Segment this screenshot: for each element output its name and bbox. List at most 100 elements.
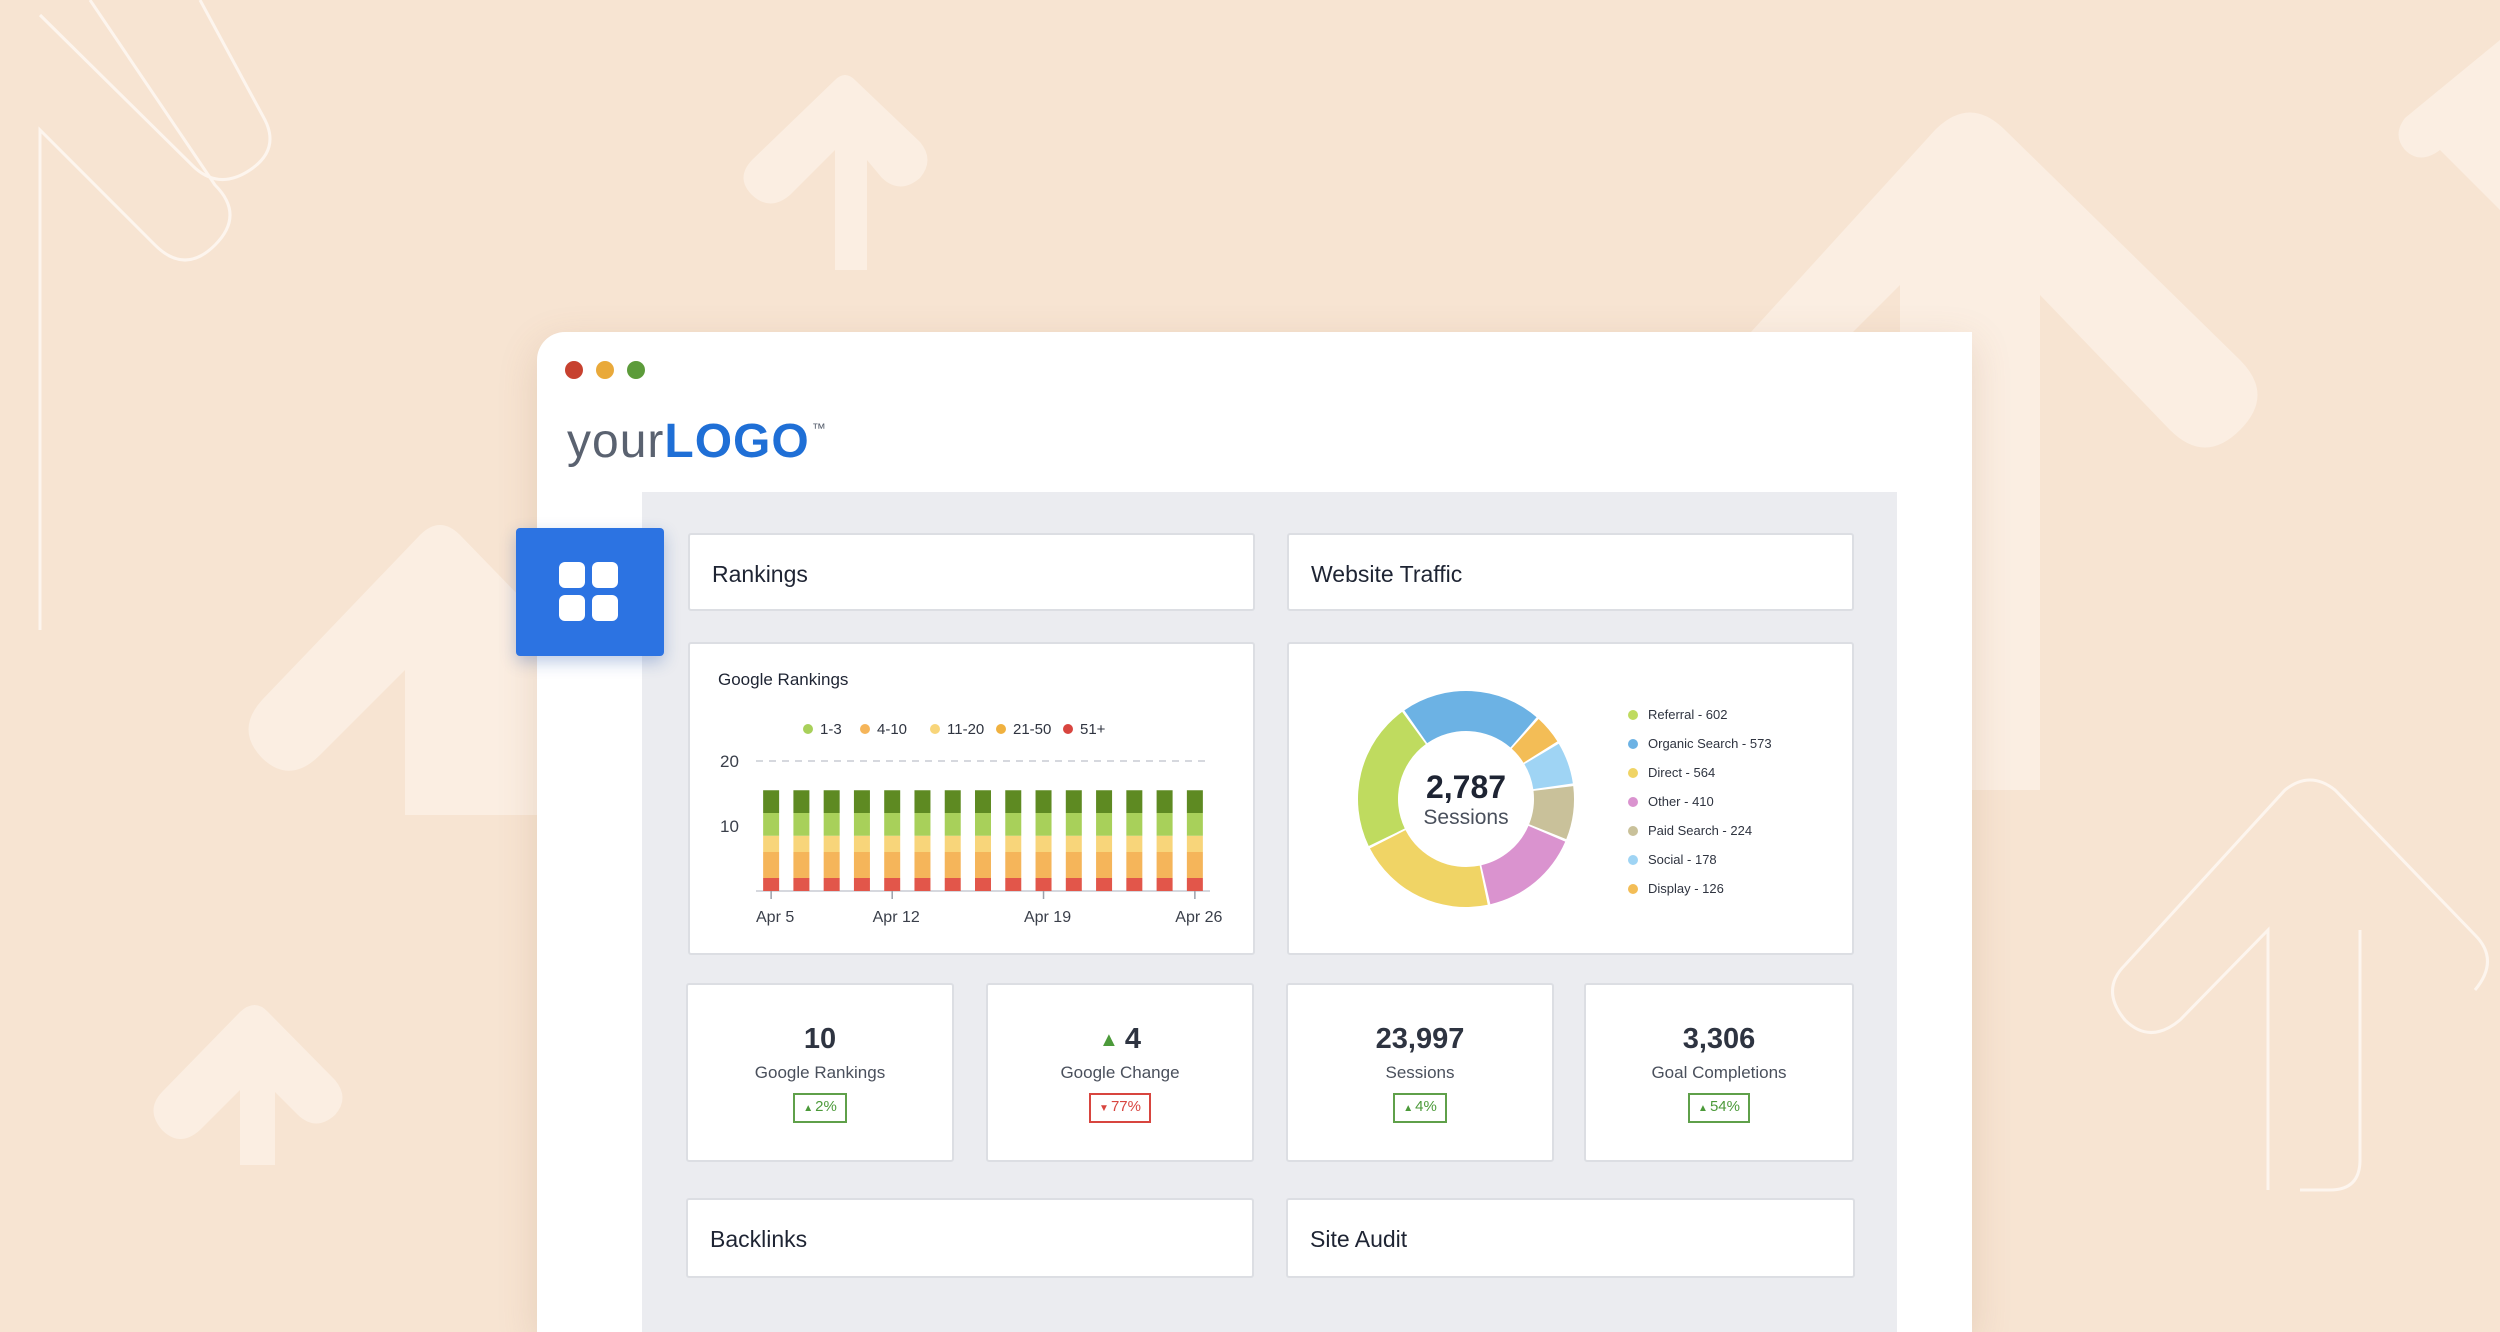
grid-icon — [592, 595, 618, 621]
stat-label: Goal Completions — [1586, 1063, 1852, 1083]
stat-label: Google Change — [988, 1063, 1252, 1083]
legend-label: Paid Search - 224 — [1648, 823, 1752, 838]
bar-segment — [1036, 878, 1052, 891]
triangle-down-icon: ▼ — [1099, 1103, 1109, 1114]
bar-segment — [1187, 836, 1203, 852]
bar-segment — [1066, 790, 1082, 813]
arrow-icon — [744, 75, 928, 270]
legend-item: 4-10 — [860, 721, 907, 738]
bar-segment — [914, 790, 930, 813]
bar-segment — [1157, 836, 1173, 852]
bar-segment — [763, 852, 779, 878]
donut-slice[interactable] — [1481, 826, 1565, 904]
legend-item: Display - 126 — [1628, 881, 1724, 896]
legend-label: Referral - 602 — [1648, 707, 1727, 722]
bar-segment — [1066, 852, 1082, 878]
bar-segment — [1126, 790, 1142, 813]
legend-swatch — [1628, 826, 1638, 836]
change-badge: ▲54% — [1688, 1093, 1750, 1123]
bar-segment — [1096, 878, 1112, 891]
bar-segment — [793, 836, 809, 852]
legend-item: Paid Search - 224 — [1628, 823, 1752, 838]
section-backlinks[interactable]: Backlinks — [686, 1198, 1254, 1278]
arrow-outline-icon — [40, 0, 230, 630]
stat-card-sessions[interactable]: 23,997 Sessions ▲4% — [1286, 983, 1554, 1162]
section-website-traffic[interactable]: Website Traffic — [1287, 533, 1854, 611]
stat-card-google-rankings[interactable]: 10 Google Rankings ▲2% — [686, 983, 954, 1162]
window-maximize-button[interactable] — [627, 361, 645, 379]
bar-segment — [854, 836, 870, 852]
bar-segment — [854, 790, 870, 813]
section-site-audit[interactable]: Site Audit — [1286, 1198, 1855, 1278]
change-value: 77% — [1111, 1098, 1141, 1115]
bar-segment — [975, 836, 991, 852]
bar-segment — [854, 878, 870, 891]
legend-swatch — [1628, 855, 1638, 865]
window-minimize-button[interactable] — [596, 361, 614, 379]
section-rankings[interactable]: Rankings — [688, 533, 1255, 611]
arrow-outline-icon — [40, 0, 270, 180]
grid-icon — [592, 562, 618, 588]
bar-segment — [824, 813, 840, 836]
bar-segment — [1066, 836, 1082, 852]
legend-label: Social - 178 — [1648, 852, 1717, 867]
bar-segment — [1036, 813, 1052, 836]
stat-value: 3,306 — [1586, 1023, 1852, 1056]
arrow-outline-icon — [2113, 780, 2488, 1190]
legend-swatch — [1628, 884, 1638, 894]
bar-segment — [1005, 878, 1021, 891]
apps-grid-button[interactable] — [516, 528, 664, 656]
bar-segment — [1126, 852, 1142, 878]
bar-segment — [763, 836, 779, 852]
bar-segment — [1005, 852, 1021, 878]
logo-prefix: your — [567, 415, 664, 468]
bar-segment — [1187, 813, 1203, 836]
bar-segment — [793, 790, 809, 813]
donut-slice[interactable] — [1370, 830, 1488, 907]
bar-segment — [1187, 790, 1203, 813]
legend-item: Other - 410 — [1628, 794, 1714, 809]
bar-segment — [1096, 813, 1112, 836]
window-close-button[interactable] — [565, 361, 583, 379]
y-tick-label: 10 — [720, 817, 739, 836]
bar-segment — [793, 813, 809, 836]
bar-segment — [854, 852, 870, 878]
grid-icon — [559, 595, 585, 621]
legend-swatch — [930, 724, 940, 734]
bar-segment — [1157, 790, 1173, 813]
bar-segment — [975, 790, 991, 813]
legend-label: 21-50 — [1013, 721, 1051, 738]
bar-segment — [914, 878, 930, 891]
bar-segment — [793, 878, 809, 891]
bar-segment — [1126, 836, 1142, 852]
bar-segment — [824, 836, 840, 852]
bar-segment — [1157, 813, 1173, 836]
legend-swatch — [860, 724, 870, 734]
section-title: Backlinks — [710, 1226, 807, 1253]
bar-segment — [1187, 852, 1203, 878]
legend-label: Display - 126 — [1648, 881, 1724, 896]
legend-label: 4-10 — [877, 721, 907, 738]
bar-segment — [945, 790, 961, 813]
legend-label: Direct - 564 — [1648, 765, 1715, 780]
stat-card-google-change[interactable]: ▲4 Google Change ▼77% — [986, 983, 1254, 1162]
legend-swatch — [1628, 739, 1638, 749]
bar-segment — [1005, 790, 1021, 813]
change-value: 4% — [1415, 1098, 1437, 1115]
bar-segment — [975, 813, 991, 836]
legend-label: 1-3 — [820, 721, 842, 738]
bar-segment — [1126, 813, 1142, 836]
legend-label: Organic Search - 573 — [1648, 736, 1772, 751]
x-tick-label: Apr 12 — [873, 909, 920, 926]
stat-label: Sessions — [1288, 1063, 1552, 1083]
stat-card-goal-completions[interactable]: 3,306 Goal Completions ▲54% — [1584, 983, 1854, 1162]
legend-swatch — [1628, 768, 1638, 778]
section-title: Website Traffic — [1311, 561, 1462, 588]
bar-segment — [1126, 878, 1142, 891]
legend-item: 1-3 — [803, 721, 842, 738]
donut-slice[interactable] — [1404, 691, 1536, 748]
bar-segment — [824, 852, 840, 878]
